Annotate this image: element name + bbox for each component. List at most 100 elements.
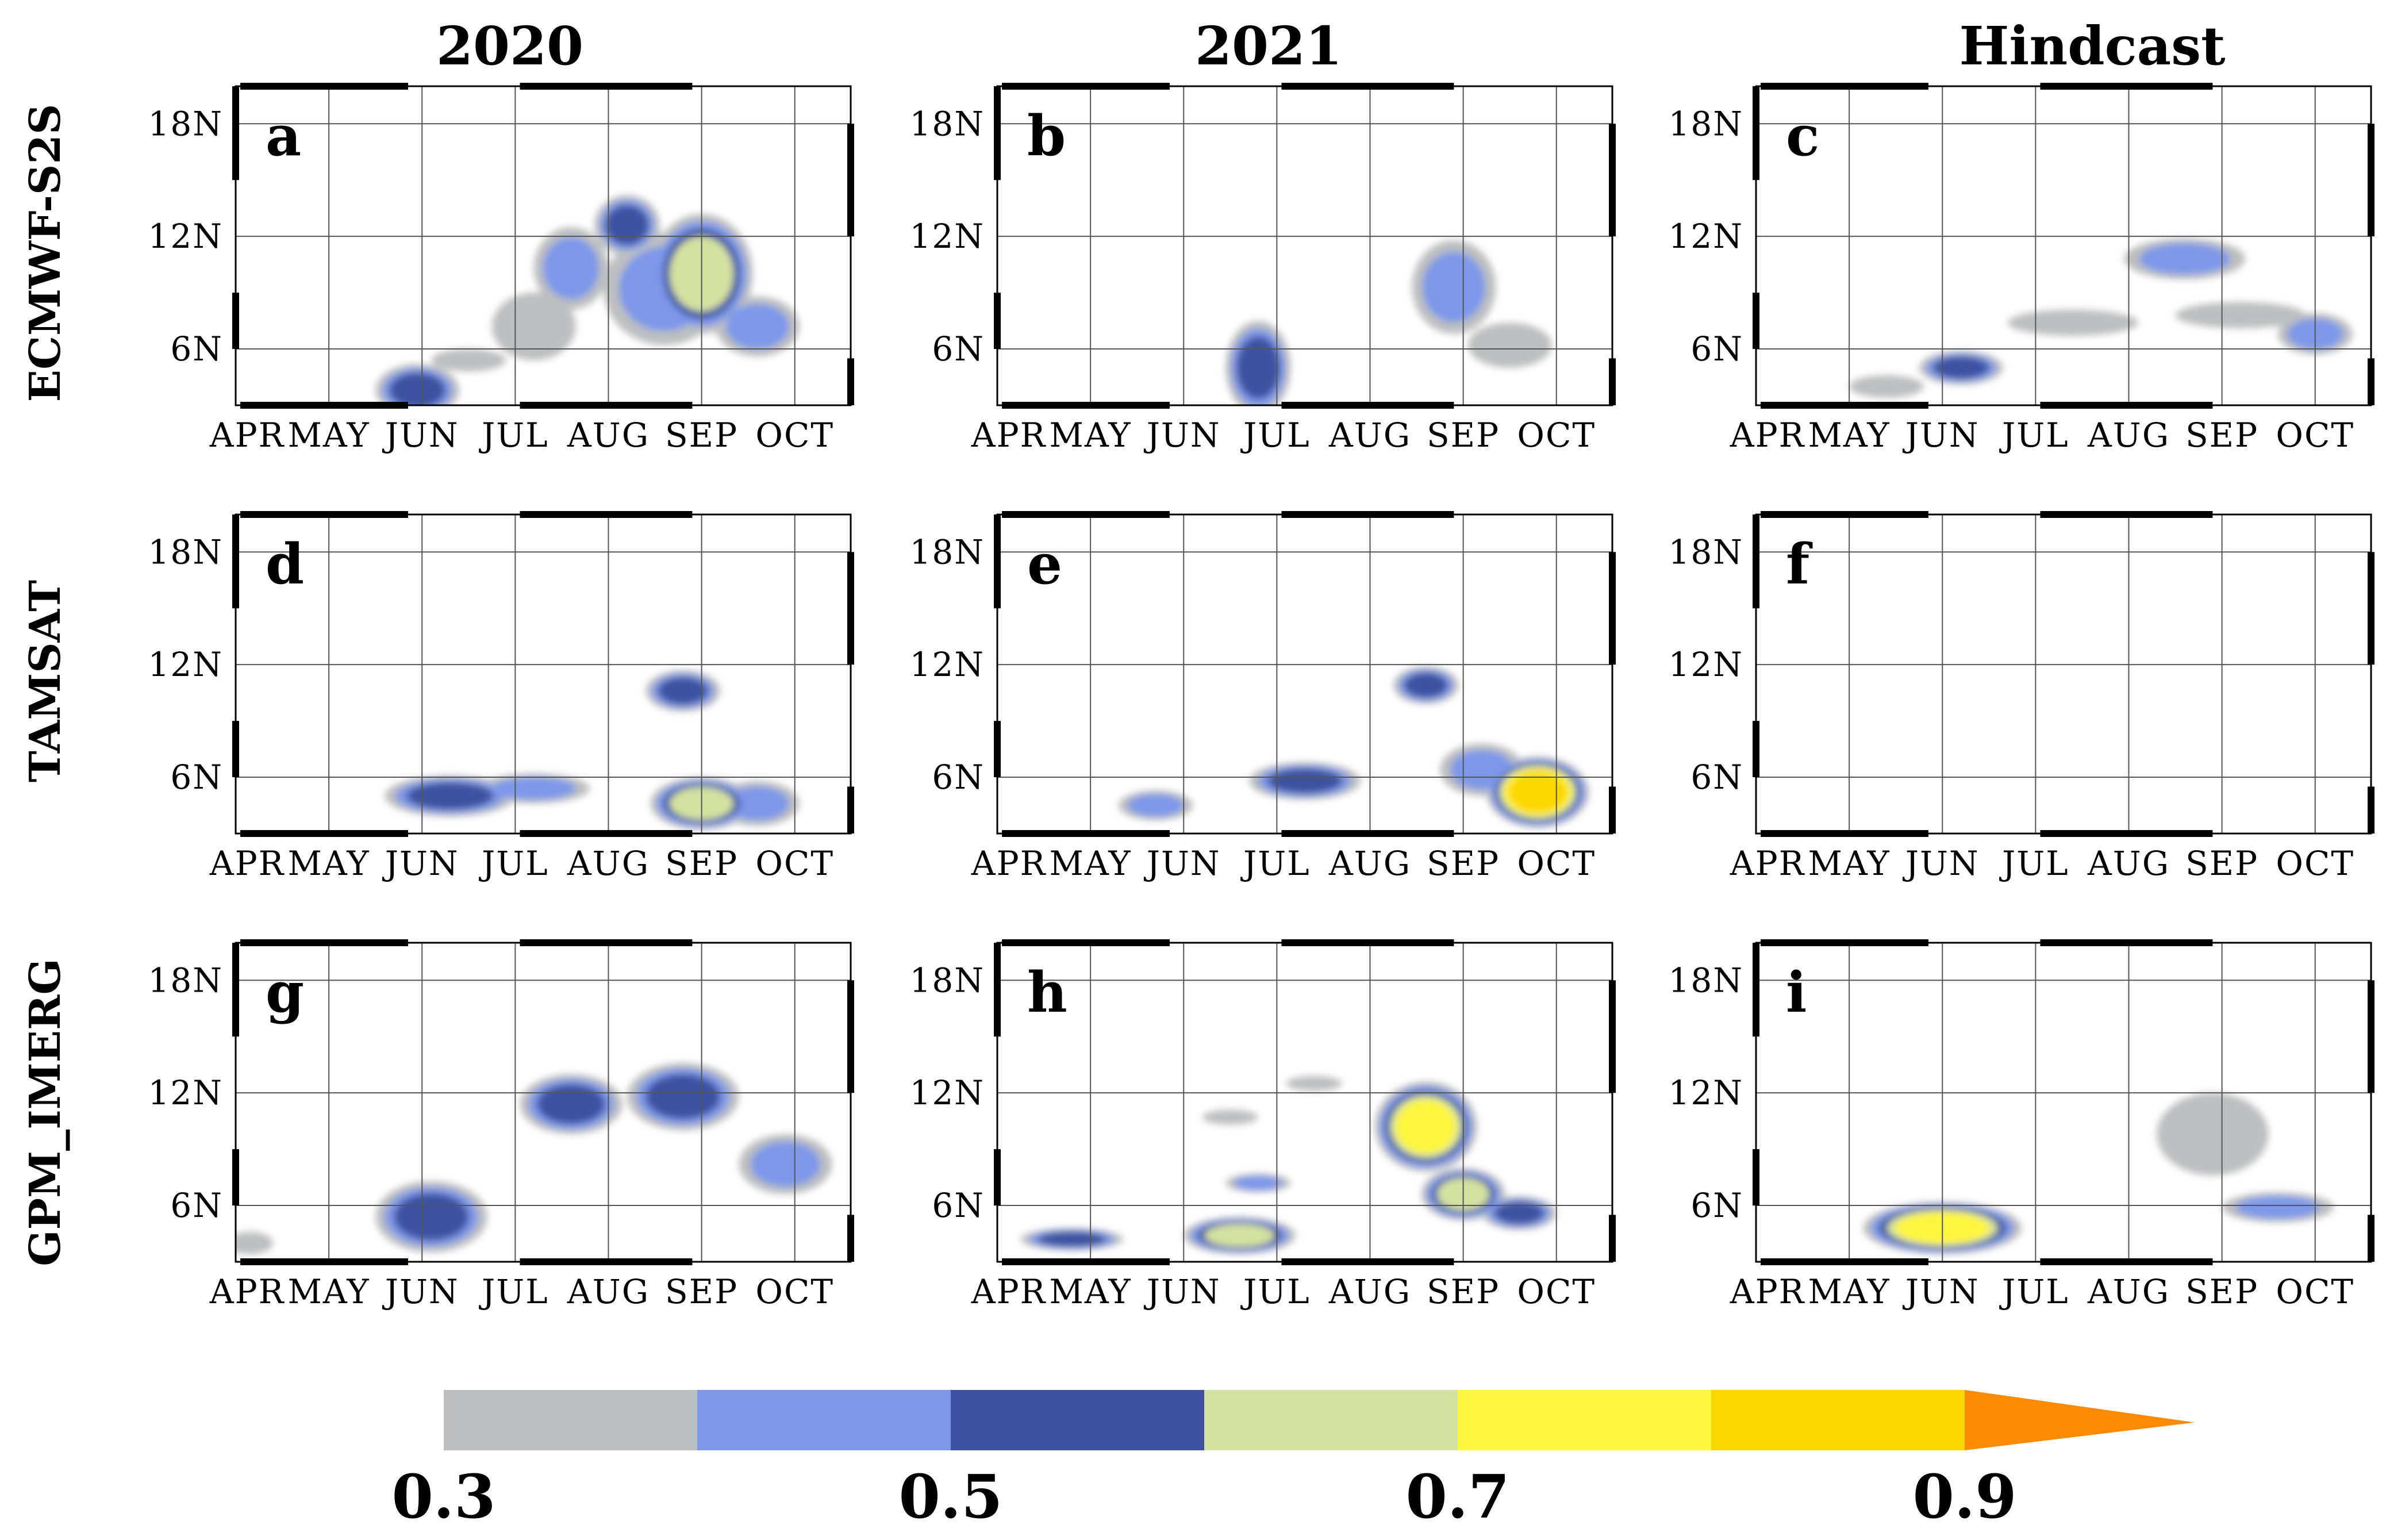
panel-g-contour-1-level-2 (394, 1193, 469, 1241)
panel-c-xtick-oct: OCT (2276, 416, 2354, 455)
panel-g-ytick-6n: 6N (170, 1186, 223, 1225)
panel-b-xtick-may: MAY (1050, 416, 1132, 455)
panel-i-xtick-jun: JUN (1903, 1272, 1980, 1311)
column-title-2021: 2021 (1195, 15, 1342, 77)
panel-i-frame (1755, 942, 2372, 1263)
panel-e-contour-4-level-5 (1508, 771, 1568, 813)
panel-g-contour-3-level-2 (646, 1074, 721, 1119)
panel-h-contour-2-level-1 (1234, 1176, 1283, 1190)
panel-e-xtick-may: MAY (1050, 844, 1132, 883)
panel-g-xtick-sep: SEP (665, 1272, 738, 1311)
panel-h-contour-0-level-2 (1038, 1231, 1106, 1247)
panel-d-contour-4-level-1 (726, 786, 789, 821)
panel-a-contour-3-level-1 (543, 237, 600, 299)
panel-h-xtick-oct: OCT (1517, 1272, 1596, 1311)
panel-c-contour-0-level-2 (1933, 356, 1989, 379)
row-title-ecmwf: ECMWF-S2S (21, 104, 70, 402)
panel-i-xtick-may: MAY (1808, 1272, 1891, 1311)
panel-d-xtick-may: MAY (288, 844, 370, 883)
panel-i-ytick-6n: 6N (1690, 1186, 1743, 1225)
panel-h-ytick-18n: 18N (909, 961, 985, 1000)
panel-f-xtick-oct: OCT (2276, 844, 2354, 883)
column-title-hindcast: Hindcast (1959, 15, 2226, 77)
panel-d-xtick-oct: OCT (755, 844, 834, 883)
panel-b-xtick-aug: AUG (1328, 416, 1411, 455)
panel-b-contour-1-level-1 (1422, 252, 1486, 322)
panel-f-xtick-jul: JUL (1999, 844, 2069, 883)
panel-h-xtick-sep: SEP (1427, 1272, 1500, 1311)
panel-d-letter: d (266, 532, 304, 597)
panel-d: d APR MAY JUN JUL AUG SEP OCT 6N 12N 18N (148, 511, 854, 883)
panel-a-frame (235, 85, 852, 406)
panel-a-ytick-18n: 18N (148, 104, 223, 143)
panel-a-xtick-may: MAY (288, 416, 370, 455)
panel-b-ytick-12n: 12N (909, 217, 985, 256)
colorbar-label-0-3: 0.3 (392, 1461, 496, 1532)
panel-f-xtick-apr: APR (1730, 844, 1805, 883)
panel-g-xtick-jul: JUL (479, 1272, 549, 1311)
panel-a-contour-2-level-0 (491, 293, 576, 360)
panel-i-contour-2-level-1 (2235, 1196, 2320, 1219)
panel-i-xtick-apr: APR (1730, 1272, 1805, 1311)
panel-h: h APR MAY JUN JUL AUG SEP OCT 6N 12N 18N (909, 939, 1616, 1311)
panel-a-xtick-apr: APR (209, 416, 285, 455)
panel-c-ytick-6n: 6N (1690, 329, 1743, 368)
panel-i-contour-1-level-0 (2157, 1093, 2269, 1176)
panel-g-ytick-18n: 18N (148, 961, 223, 1000)
panel-g-contour-2-level-2 (537, 1084, 606, 1124)
panel-c-contours (1849, 238, 2353, 398)
colorbar-segment-1 (697, 1390, 951, 1450)
panel-h-xtick-jul: JUL (1240, 1272, 1311, 1311)
panel-e-xtick-sep: SEP (1427, 844, 1500, 883)
row-title-tamsat: TAMSAT (21, 580, 70, 782)
panel-c-xtick-jul: JUL (1999, 416, 2069, 455)
panel-f-xtick-aug: AUG (2087, 844, 2170, 883)
panel-c-background (1756, 86, 2371, 405)
panel-c-xtick-sep: SEP (2185, 416, 2258, 455)
colorbar-label-0-5: 0.5 (899, 1461, 1003, 1532)
panel-d-ytick-18n: 18N (148, 532, 223, 571)
colorbar (444, 1390, 2195, 1450)
panel-g-xtick-apr: APR (209, 1272, 285, 1311)
panel-h-letter: h (1027, 960, 1067, 1025)
panel-g-xtick-jun: JUN (382, 1272, 459, 1311)
panel-c-ytick-18n: 18N (1668, 104, 1743, 143)
panel-c-letter: c (1786, 103, 1819, 168)
panel-e: e APR MAY JUN JUL AUG SEP OCT 6N 12N 18N (909, 511, 1616, 883)
panel-e-contour-0-level-1 (1127, 794, 1184, 817)
panel-c-xtick-apr: APR (1730, 416, 1805, 455)
panel-c-xtick-may: MAY (1808, 416, 1891, 455)
panel-g-contour-0-level-0 (236, 1231, 273, 1254)
panel-f-xtick-may: MAY (1808, 844, 1891, 883)
panel-g-ytick-12n: 12N (148, 1073, 223, 1112)
panel-i-xtick-sep: SEP (2185, 1272, 2258, 1311)
panel-i-ytick-18n: 18N (1668, 961, 1743, 1000)
panel-b-xtick-jul: JUL (1240, 416, 1311, 455)
panel-c-xtick-aug: AUG (2087, 416, 2170, 455)
panel-a-ytick-12n: 12N (148, 217, 223, 256)
panel-h-contour-1-level-3 (1204, 1223, 1275, 1247)
panel-f-xtick-jun: JUN (1903, 844, 1980, 883)
panel-e-letter: e (1027, 532, 1062, 597)
panel-b-ytick-6n: 6N (932, 329, 985, 368)
panel-f-ytick-6n: 6N (1690, 758, 1743, 797)
panel-d-ytick-6n: 6N (170, 758, 223, 797)
panel-h-frame (996, 942, 1613, 1263)
panel-g-xtick-aug: AUG (567, 1272, 650, 1311)
panel-b-ytick-18n: 18N (909, 104, 985, 143)
panel-b-contour-0-level-2 (1236, 336, 1280, 400)
panel-a-xtick-sep: SEP (665, 416, 738, 455)
panel-a-xtick-aug: AUG (567, 416, 650, 455)
panel-b-xtick-sep: SEP (1427, 416, 1500, 455)
panel-b-frame (996, 85, 1613, 406)
panel-h-xtick-apr: APR (971, 1272, 1047, 1311)
panel-i: i APR MAY JUN JUL AUG SEP OCT 6N 12N 18N (1668, 939, 2375, 1311)
panel-i-ytick-12n: 12N (1668, 1073, 1743, 1112)
panel-h-xtick-aug: AUG (1328, 1272, 1411, 1311)
panel-a-ytick-6n: 6N (170, 329, 223, 368)
panel-f-background (1756, 514, 2371, 834)
panel-e-ytick-12n: 12N (909, 645, 985, 684)
panel-f-xtick-sep: SEP (2185, 844, 2258, 883)
